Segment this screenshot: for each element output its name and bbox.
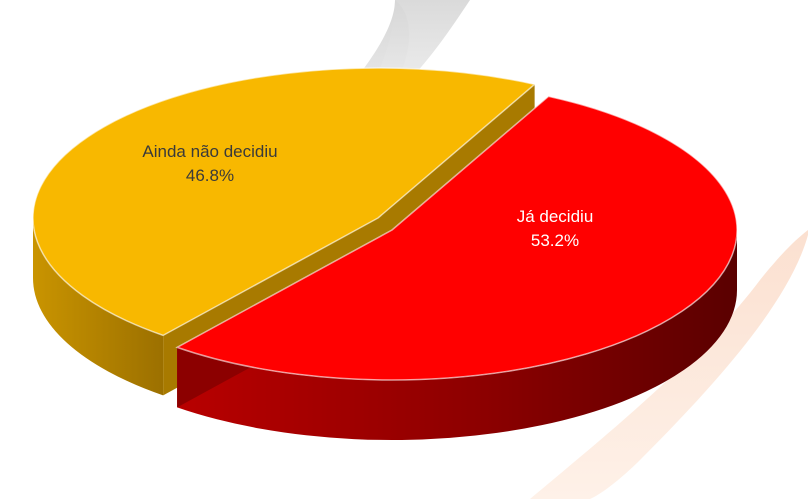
slice-side-wall xyxy=(177,230,738,440)
slice-top xyxy=(32,67,537,337)
background-swirl-orange xyxy=(530,230,808,499)
slice-label: Ainda não decidiu xyxy=(142,142,277,161)
slice-side-wall xyxy=(33,218,164,396)
slice-value-label: 53.2% xyxy=(531,231,579,250)
slice-top xyxy=(175,95,738,381)
slice-label: Já decidiu xyxy=(517,207,594,226)
pie-slice-ja-decidiu: Já decidiu 53.2% xyxy=(175,95,738,440)
slice-value-label: 46.8% xyxy=(186,166,234,185)
